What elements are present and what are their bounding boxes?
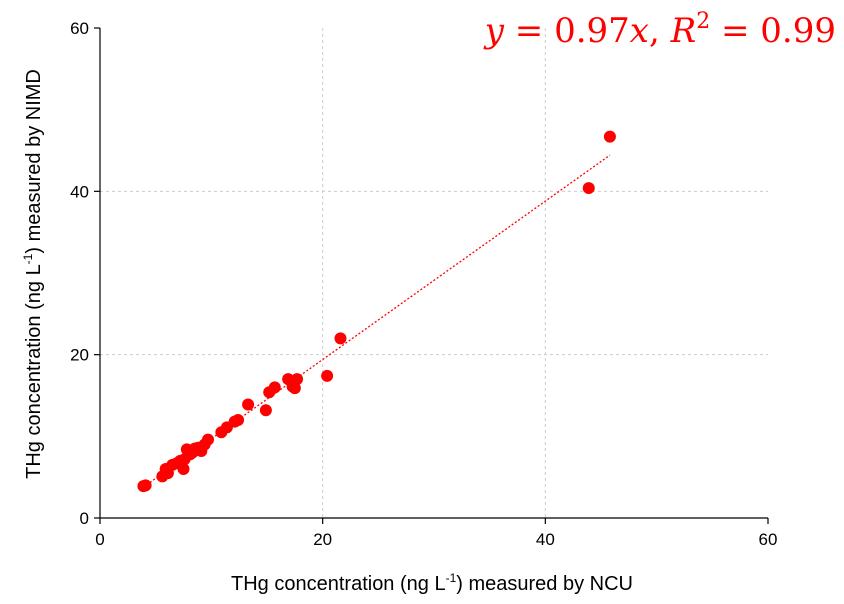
- regression-annotation: y = 0.97x, R2 = 0.99: [483, 9, 836, 51]
- data-point: [232, 414, 245, 426]
- x-tick-label: 20: [313, 530, 332, 549]
- data-points: [137, 130, 616, 493]
- data-point: [242, 398, 255, 411]
- data-point: [291, 373, 304, 386]
- x-tick-label: 0: [95, 530, 104, 549]
- axes: 0 20 40 60 0 20 40 60: [70, 19, 777, 549]
- data-point: [334, 332, 347, 345]
- y-tick-label: 0: [80, 509, 89, 528]
- data-point: [259, 404, 272, 417]
- data-point: [201, 433, 214, 446]
- x-tick-label: 40: [536, 530, 555, 549]
- grid-lines: [100, 28, 768, 518]
- fit-line-group: [143, 154, 611, 488]
- fit-line: [143, 154, 611, 488]
- x-axis-title: THg concentration (ng L-1) measured by N…: [231, 571, 633, 595]
- data-point: [139, 479, 152, 492]
- data-point: [288, 382, 301, 395]
- y-tick-label: 40: [70, 182, 89, 201]
- y-axis-title: THg concentration (ng L-1) measured by N…: [21, 69, 45, 479]
- data-point: [268, 381, 281, 394]
- data-point: [603, 130, 616, 143]
- x-tick-label: 60: [759, 530, 778, 549]
- y-tick-label: 60: [70, 19, 89, 38]
- data-point: [177, 463, 190, 475]
- y-tick-label: 20: [70, 346, 89, 365]
- data-point: [582, 182, 595, 195]
- data-point: [321, 369, 334, 382]
